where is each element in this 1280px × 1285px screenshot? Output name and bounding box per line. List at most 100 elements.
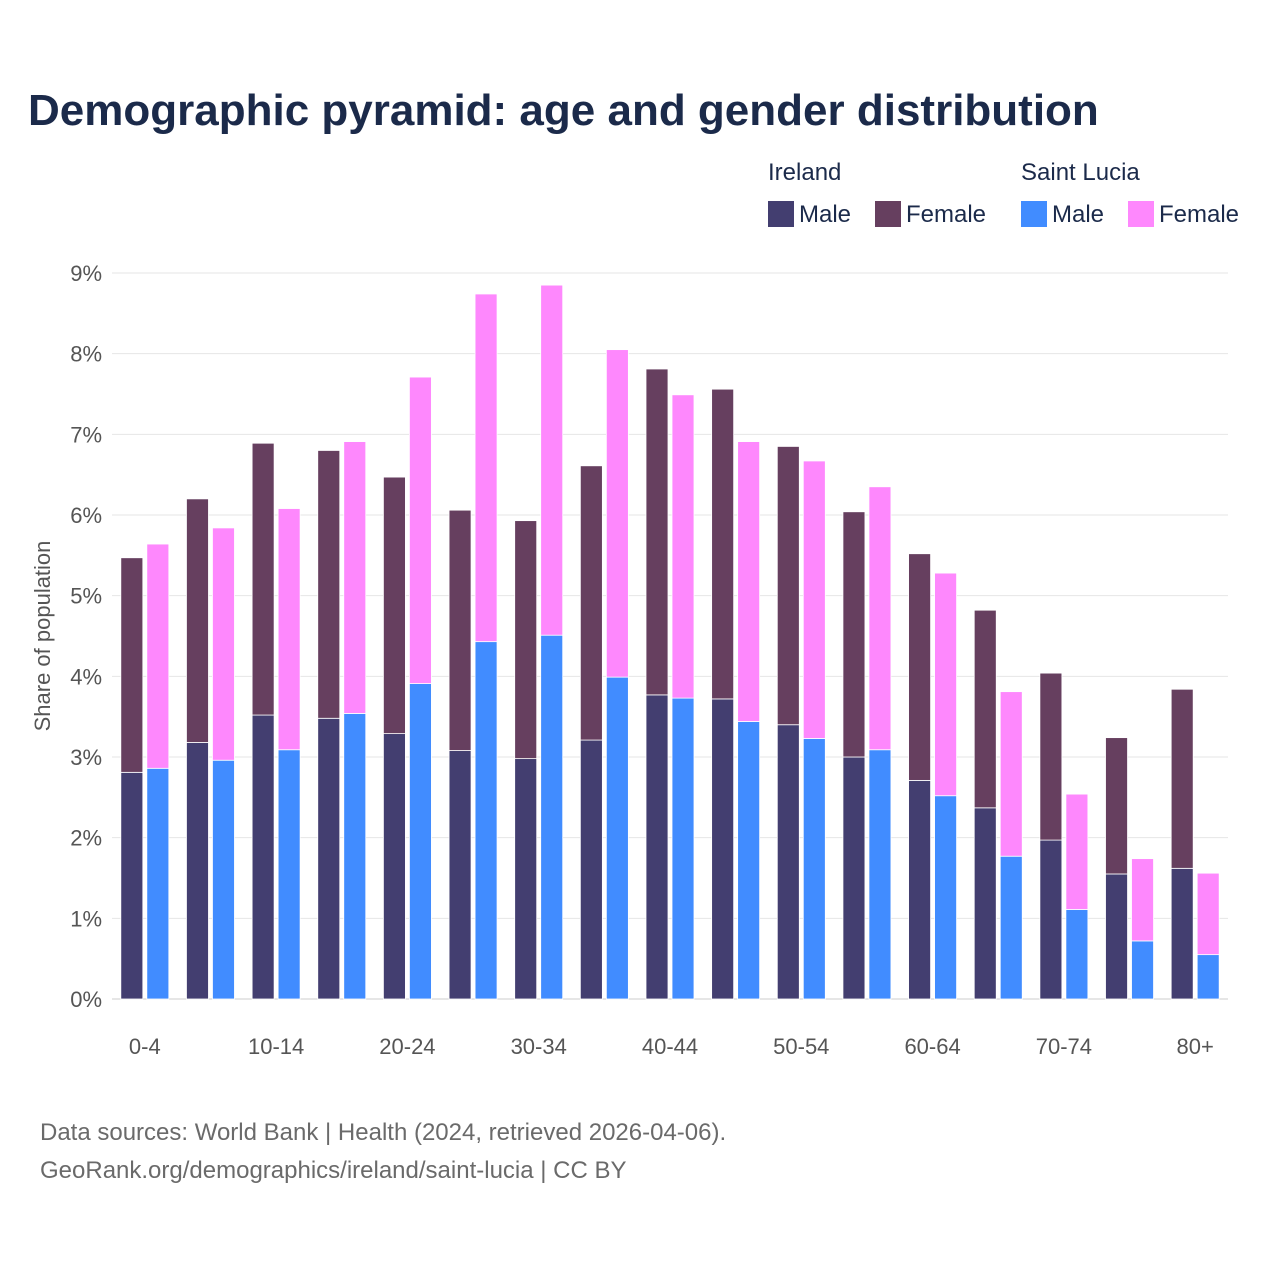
- bar-saint-lucia-male-5-9: [212, 759, 235, 1000]
- bars: [120, 284, 1220, 1000]
- bar-ireland-female-35-39: [579, 465, 603, 741]
- bar-saint-lucia-male-25-29: [474, 641, 498, 1000]
- bar-ireland-male-45-49: [711, 698, 735, 1000]
- bar-ireland-female-5-9: [186, 498, 209, 743]
- y-tick-label: 4%: [70, 664, 102, 689]
- bar-ireland-female-65-69: [973, 609, 997, 809]
- bar-ireland-male-0-4: [120, 771, 144, 1000]
- bar-saint-lucia-female-25-29: [474, 293, 498, 643]
- bar-saint-lucia-female-65-69: [999, 691, 1023, 857]
- x-tick-label: 0-4: [129, 1034, 161, 1059]
- x-tick-label: 50-54: [773, 1034, 829, 1059]
- bar-ireland-male-80+: [1170, 867, 1194, 1000]
- bar-saint-lucia-male-75-79: [1131, 940, 1154, 1000]
- y-tick-label: 0%: [70, 987, 102, 1012]
- bar-ireland-male-40-44: [645, 694, 669, 1000]
- bar-saint-lucia-male-10-14: [277, 749, 301, 1000]
- bar-ireland-female-80+: [1170, 688, 1194, 869]
- bar-saint-lucia-male-20-24: [409, 683, 432, 1000]
- bar-saint-lucia-male-80+: [1196, 954, 1220, 1000]
- x-tick-label: 60-64: [904, 1034, 960, 1059]
- bar-saint-lucia-female-5-9: [212, 527, 235, 761]
- bar-ireland-male-60-64: [908, 779, 931, 1000]
- bar-ireland-female-25-29: [448, 509, 472, 751]
- bar-saint-lucia-female-45-49: [737, 441, 761, 722]
- y-tick-label: 1%: [70, 906, 102, 931]
- y-tick-label: 2%: [70, 826, 102, 851]
- bar-saint-lucia-female-70-74: [1065, 793, 1089, 910]
- bar-ireland-female-70-74: [1039, 672, 1063, 841]
- y-tick-label: 9%: [70, 261, 102, 286]
- legend-swatch-ireland-male: [768, 201, 794, 227]
- bar-ireland-male-20-24: [383, 733, 406, 1000]
- y-tick-label: 3%: [70, 745, 102, 770]
- bar-ireland-male-70-74: [1039, 839, 1063, 1000]
- legend-swatch-ireland-female: [875, 201, 901, 227]
- bar-ireland-male-15-19: [317, 717, 341, 1000]
- bar-ireland-female-75-79: [1105, 737, 1128, 875]
- source-line-1: Data sources: World Bank | Health (2024,…: [40, 1119, 726, 1146]
- legend-label-saint-lucia-male: Male: [1052, 201, 1104, 228]
- bar-saint-lucia-female-75-79: [1131, 858, 1154, 942]
- bar-saint-lucia-female-40-44: [671, 394, 695, 699]
- x-axis-ticks: 0-4 10-14 20-24 30-34 40-44 50-54 60-64 70-74 80…: [129, 1034, 1214, 1059]
- bar-saint-lucia-male-30-34: [540, 634, 564, 1000]
- y-tick-label: 8%: [70, 342, 102, 367]
- bar-ireland-male-75-79: [1105, 873, 1128, 1000]
- bar-ireland-female-45-49: [711, 388, 735, 700]
- bar-saint-lucia-male-70-74: [1065, 909, 1089, 1000]
- legend-swatch-saint-lucia-female: [1128, 201, 1154, 227]
- bar-ireland-male-65-69: [973, 807, 997, 1000]
- bar-ireland-female-50-54: [776, 446, 800, 726]
- bar-ireland-female-30-34: [514, 520, 538, 760]
- y-axis-ticks: 0% 1% 2% 3% 4% 5% 6% 7% 8% 9%: [70, 261, 102, 1012]
- bar-saint-lucia-female-35-39: [605, 349, 629, 678]
- bar-ireland-female-60-64: [908, 553, 931, 781]
- bar-saint-lucia-male-45-49: [737, 721, 761, 1000]
- y-axis-title: Share of population: [30, 541, 55, 732]
- bar-saint-lucia-female-15-19: [343, 441, 367, 714]
- bar-saint-lucia-female-20-24: [409, 376, 432, 684]
- bar-saint-lucia-male-60-64: [934, 795, 957, 1000]
- bar-ireland-female-40-44: [645, 368, 669, 696]
- bar-saint-lucia-female-0-4: [146, 543, 170, 769]
- bar-ireland-male-35-39: [579, 739, 603, 1000]
- bar-saint-lucia-male-40-44: [671, 697, 695, 1000]
- bar-saint-lucia-male-35-39: [605, 676, 629, 1000]
- bar-saint-lucia-female-80+: [1196, 872, 1220, 956]
- legend-group-saint-lucia: Saint Lucia: [1021, 159, 1140, 186]
- x-tick-label: 30-34: [511, 1034, 567, 1059]
- bar-saint-lucia-male-50-54: [802, 738, 826, 1000]
- legend-group-ireland: Ireland: [768, 159, 841, 186]
- bar-saint-lucia-female-60-64: [934, 572, 957, 797]
- chart-title: Demographic pyramid: age and gender dist…: [28, 86, 1099, 135]
- legend-label-saint-lucia-female: Female: [1159, 201, 1239, 228]
- bar-ireland-female-10-14: [251, 442, 275, 716]
- legend: Ireland Male Female Saint Lucia Male Fem…: [768, 159, 1239, 228]
- y-tick-label: 6%: [70, 503, 102, 528]
- bar-ireland-male-55-59: [842, 756, 866, 1000]
- bar-ireland-male-10-14: [251, 714, 275, 1000]
- y-tick-label: 7%: [70, 422, 102, 447]
- y-tick-label: 5%: [70, 584, 102, 609]
- bar-ireland-male-25-29: [448, 750, 472, 1000]
- legend-label-ireland-male: Male: [799, 201, 851, 228]
- bar-saint-lucia-male-0-4: [146, 767, 170, 1000]
- legend-label-ireland-female: Female: [906, 201, 986, 228]
- bar-saint-lucia-female-50-54: [802, 460, 826, 739]
- x-tick-label: 80+: [1177, 1034, 1214, 1059]
- legend-swatch-saint-lucia-male: [1021, 201, 1047, 227]
- bar-saint-lucia-male-55-59: [868, 749, 892, 1000]
- bar-saint-lucia-female-30-34: [540, 284, 564, 636]
- bar-ireland-female-0-4: [120, 557, 144, 773]
- source-line-2: GeoRank.org/demographics/ireland/saint-l…: [40, 1157, 627, 1184]
- bar-ireland-male-5-9: [186, 742, 209, 1000]
- x-tick-label: 10-14: [248, 1034, 304, 1059]
- bar-ireland-female-20-24: [383, 476, 406, 735]
- x-tick-label: 40-44: [642, 1034, 698, 1059]
- x-tick-label: 20-24: [379, 1034, 435, 1059]
- bar-ireland-female-55-59: [842, 511, 866, 758]
- bar-ireland-male-50-54: [776, 724, 800, 1000]
- bar-saint-lucia-male-65-69: [999, 855, 1023, 1000]
